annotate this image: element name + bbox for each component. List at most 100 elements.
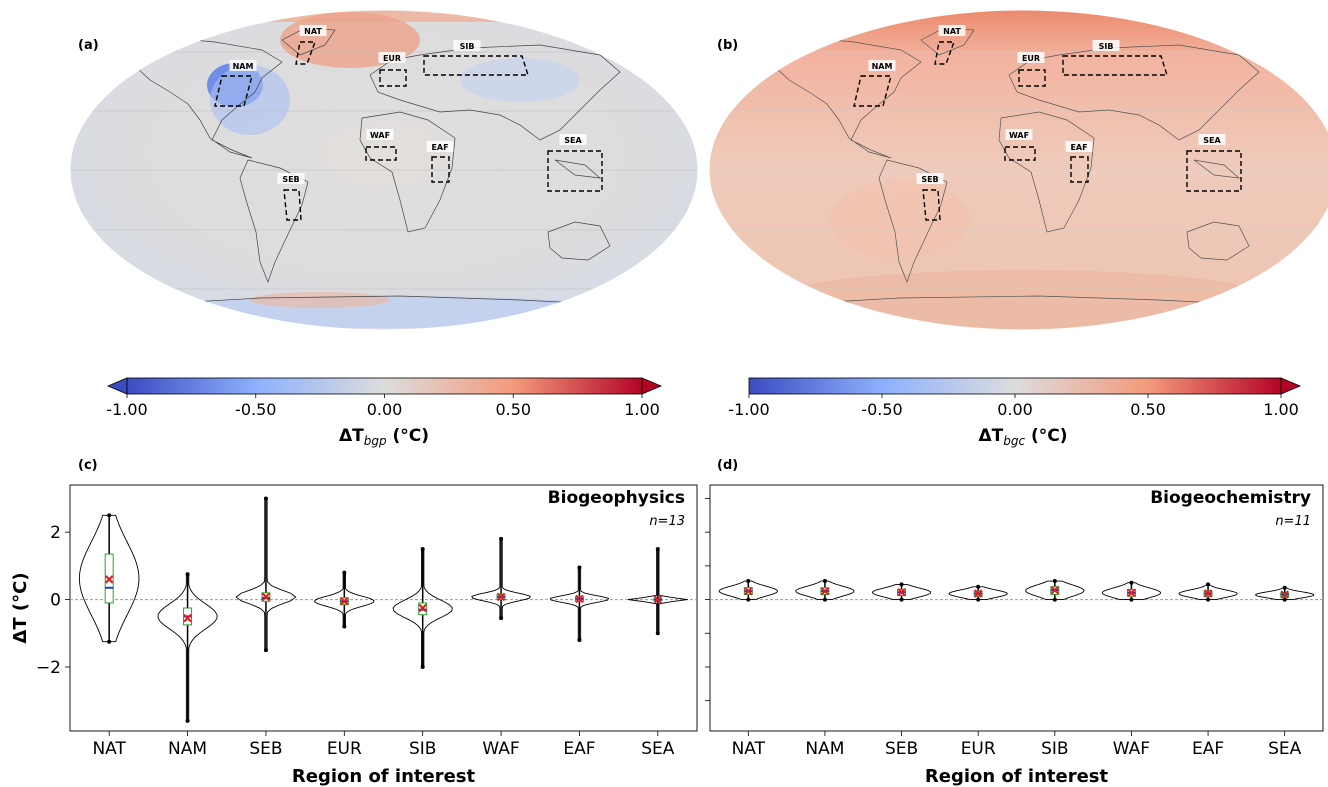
region-label-eur-b: EUR <box>1022 54 1040 63</box>
plot-frame-c <box>69 484 698 732</box>
region-box-nat-b <box>934 41 955 65</box>
violin-plot-biogeochemistry: Biogeochemistry n=11 Region of interest NAT… <box>705 484 1324 787</box>
whisker-min-nat-c <box>107 639 112 644</box>
region-box-sib-a <box>423 55 529 76</box>
whisker-min-seb-c <box>263 648 268 653</box>
region-box-eaf-b <box>1070 156 1089 183</box>
whisker-max-waf-c <box>499 536 504 541</box>
region-box-seb-a <box>283 189 302 221</box>
region-box-nat-a <box>295 41 316 65</box>
region-box-waf-a <box>365 146 397 161</box>
whisker-min-sib-d <box>1052 597 1057 602</box>
x-tick-label-sib-d: SIB <box>1041 739 1068 759</box>
region-box-eur-b <box>1018 69 1046 87</box>
whisker-min-eur-d <box>976 597 981 602</box>
panel-label-c: (c) <box>78 458 98 473</box>
plot-frame-d <box>709 484 1324 732</box>
y-tick-label-c: −2 <box>36 658 61 678</box>
sample-size-d: n=11 <box>1275 514 1311 529</box>
region-box-eur-a <box>379 69 407 87</box>
region-box-eaf-a <box>431 156 450 183</box>
region-label-bg-eur-a <box>378 52 406 63</box>
whisker-max-seb-d <box>899 582 904 587</box>
x-tick-label-waf-c: WAF <box>482 739 519 759</box>
plot-title-c: Biogeophysics <box>548 488 685 508</box>
colorbar-tick-label-a: 0.50 <box>495 400 531 419</box>
x-tick-label-seb-d: SEB <box>885 739 918 759</box>
colorbar-tick-label-a: -1.00 <box>106 400 147 419</box>
region-box-nam-a <box>214 75 253 107</box>
mean-marker-nat-c <box>104 575 114 584</box>
x-tick-label-waf-d: WAF <box>1113 739 1150 759</box>
region-label-nam-b: NAM <box>872 62 893 71</box>
panel-label-a: (a) <box>78 38 99 53</box>
region-box-sea-b <box>1186 150 1242 192</box>
region-box-sea-a <box>547 150 603 192</box>
whisker-max-nat-c <box>107 513 112 518</box>
panel-label-d: (d) <box>717 458 738 473</box>
region-label-bg-eaf-a <box>426 141 454 152</box>
x-tick-label-sib-c: SIB <box>409 739 436 759</box>
whisker-min-sib-c <box>420 664 425 669</box>
violin-eur-d <box>948 586 1008 601</box>
colorbar-tick-label-b: -0.50 <box>861 400 902 419</box>
map-panel-a: (a) <box>69 9 699 331</box>
region-box-seb-b <box>922 189 941 221</box>
whisker-max-nat-d <box>746 579 751 584</box>
x-tick-label-seb-c: SEB <box>249 739 282 759</box>
mean-marker-waf-c <box>496 592 506 602</box>
region-boxes-a: NAT NAM EUR SIB WAF EAF SEA SEB <box>214 25 603 221</box>
colorbar-tick-label-b: 0.00 <box>997 400 1033 419</box>
violin-seb-d <box>871 583 932 601</box>
violin-nat-d <box>718 580 778 601</box>
mean-marker-sib-c <box>418 603 427 613</box>
region-label-nat-b: NAT <box>943 27 961 36</box>
colorbar-a-label: ΔTbgp (°C) <box>339 426 429 448</box>
colorbar-b-ticks: -1.00 -0.50 0.00 0.50 1.00 <box>728 394 1299 419</box>
region-label-sea-b: SEA <box>1203 136 1221 145</box>
region-label-bg-nam-b <box>868 60 896 71</box>
mean-marker-eaf-d <box>1203 589 1213 598</box>
whisker-min-sea-c <box>655 631 660 636</box>
violin-nam-d <box>795 580 855 601</box>
map-panel-b: (b) NAT NAM EUR SIB WAF EAF SEA SEB <box>708 9 1328 331</box>
y-tick-label-c: 2 <box>50 523 61 543</box>
colorbar-a-bar <box>126 377 643 395</box>
violin-nat-c <box>78 514 140 643</box>
whisker-max-eur-c <box>342 570 347 575</box>
colorbar-tick-label-b: 0.50 <box>1130 400 1166 419</box>
region-label-nam-a: NAM <box>233 62 254 71</box>
x-tick-label-eaf-c: EAF <box>563 739 595 759</box>
region-label-bg-eur-b <box>1017 52 1045 63</box>
x-tick-label-eaf-d: EAF <box>1192 739 1224 759</box>
region-label-waf-a: WAF <box>370 131 390 140</box>
colorbar-tick-label-a: -0.50 <box>235 400 276 419</box>
region-label-bg-seb-a <box>277 173 305 184</box>
whisker-min-sea-d <box>1282 597 1287 602</box>
whisker-min-eaf-c <box>577 638 582 643</box>
mean-marker-nam-c <box>183 613 192 623</box>
whisker-min-waf-d <box>1129 597 1134 602</box>
whisker-max-sib-c <box>420 547 425 552</box>
region-label-bg-sib-a <box>453 40 481 51</box>
region-label-waf-b: WAF <box>1009 131 1029 140</box>
colorbar-a-extend-max <box>641 377 663 395</box>
region-label-bg-sib-b <box>1092 40 1120 51</box>
region-label-seb-b: SEB <box>921 175 938 184</box>
region-label-nat-a: NAT <box>304 27 322 36</box>
mean-marker-sea-c <box>653 595 663 604</box>
x-tick-label-eur-d: EUR <box>961 739 996 759</box>
colorbar-a: -1.00 -0.50 0.00 0.50 1.00 ΔTbgp (°C) <box>106 377 663 448</box>
mean-marker-seb-d <box>897 587 906 597</box>
map-b-field <box>709 10 1328 330</box>
colorbar-b-extend-max <box>1280 377 1302 395</box>
whisker-max-eaf-d <box>1206 582 1211 587</box>
colorbar-tick-label-a: 0.00 <box>367 400 403 419</box>
whisker-max-nam-c <box>185 572 190 577</box>
region-label-eaf-b: EAF <box>1070 143 1087 152</box>
mean-marker-sea-d <box>1280 590 1289 599</box>
colorbar-b-label: ΔTbgc (°C) <box>978 426 1067 448</box>
whisker-min-nat-d <box>746 597 751 602</box>
region-label-sea-a: SEA <box>564 136 582 145</box>
